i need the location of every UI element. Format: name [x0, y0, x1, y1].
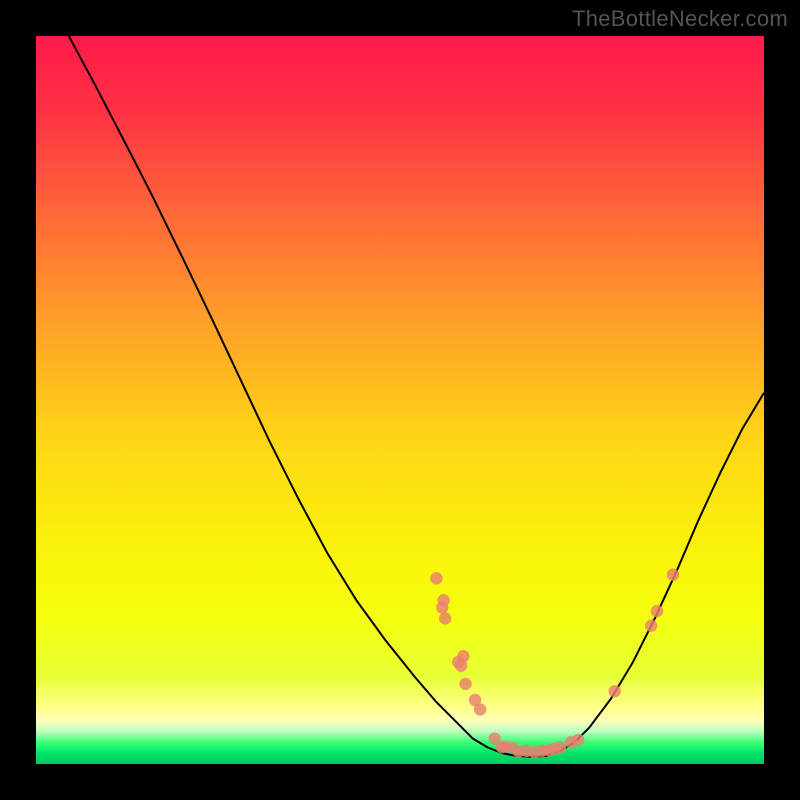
data-marker — [457, 650, 469, 662]
chart-area — [36, 36, 764, 764]
data-marker — [667, 569, 679, 581]
data-marker — [554, 741, 566, 753]
data-marker — [430, 572, 442, 584]
data-marker — [437, 594, 449, 606]
data-marker — [645, 619, 657, 631]
data-marker — [609, 685, 621, 697]
data-marker — [474, 703, 486, 715]
data-marker — [572, 734, 584, 746]
data-marker — [459, 678, 471, 690]
chart-svg — [36, 36, 764, 764]
data-marker — [651, 605, 663, 617]
watermark-text: TheBottleNecker.com — [572, 6, 788, 32]
data-marker — [439, 612, 451, 624]
chart-background — [36, 36, 764, 764]
